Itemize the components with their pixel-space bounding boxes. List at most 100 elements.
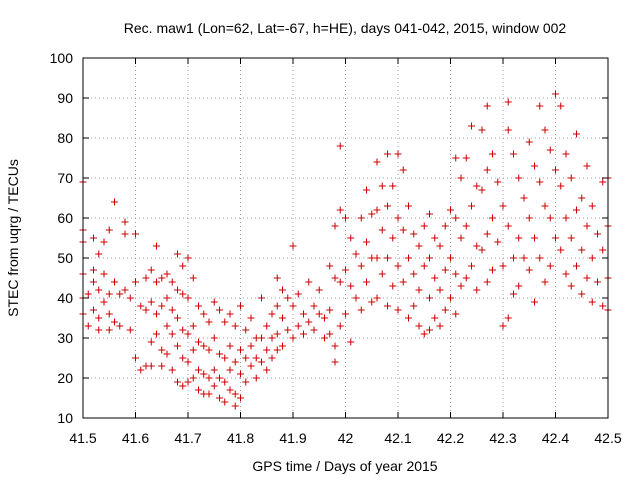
data-point xyxy=(599,246,607,254)
data-point xyxy=(168,306,176,314)
data-point xyxy=(273,330,281,338)
data-point xyxy=(415,242,423,250)
data-point xyxy=(289,334,297,342)
data-point xyxy=(174,286,181,294)
data-point xyxy=(263,366,271,374)
data-point xyxy=(394,214,402,222)
data-point xyxy=(452,310,460,318)
data-point xyxy=(342,214,349,222)
data-point xyxy=(515,234,523,242)
data-point xyxy=(179,382,187,390)
x-tick-label: 42.3 xyxy=(489,430,516,446)
data-point xyxy=(200,342,208,350)
data-point xyxy=(184,330,192,338)
data-point xyxy=(237,302,244,310)
data-point xyxy=(431,274,439,282)
data-point xyxy=(263,346,271,354)
data-point xyxy=(205,374,213,382)
data-point xyxy=(583,162,591,170)
y-tick-label: 40 xyxy=(57,290,73,306)
data-point xyxy=(447,294,454,302)
data-point xyxy=(268,354,276,362)
data-point xyxy=(300,330,307,338)
data-point xyxy=(252,354,260,362)
data-point xyxy=(279,342,286,350)
data-point xyxy=(326,306,334,314)
data-point xyxy=(499,322,507,330)
data-point xyxy=(573,130,580,138)
data-point xyxy=(168,330,176,338)
data-point xyxy=(284,294,292,302)
y-tick-label: 20 xyxy=(57,370,73,386)
data-point xyxy=(231,358,239,366)
data-point xyxy=(184,294,192,302)
data-point xyxy=(473,242,481,250)
data-point xyxy=(373,254,381,262)
data-point xyxy=(415,286,423,294)
data-point xyxy=(205,318,213,326)
data-point xyxy=(536,254,544,262)
y-axis-label: STEC from uqrg / TECUs xyxy=(5,159,21,317)
data-point xyxy=(163,322,171,330)
data-point xyxy=(494,238,502,246)
data-point xyxy=(111,198,118,206)
data-point xyxy=(363,238,370,246)
x-axis-label: GPS time / Days of year 2015 xyxy=(252,458,437,474)
data-point xyxy=(405,202,412,210)
x-tick-label: 41.7 xyxy=(174,430,201,446)
data-point xyxy=(588,202,596,210)
data-point xyxy=(599,178,607,186)
data-point xyxy=(147,298,155,306)
data-point xyxy=(231,322,239,330)
data-point xyxy=(546,214,554,222)
x-tick-label: 42.2 xyxy=(437,430,464,446)
data-point xyxy=(510,290,517,298)
x-tick-label: 42 xyxy=(338,430,354,446)
data-point xyxy=(179,326,187,334)
data-point xyxy=(247,342,255,350)
y-tick-label: 80 xyxy=(57,130,73,146)
data-point xyxy=(305,278,313,286)
data-point xyxy=(137,302,145,310)
data-point xyxy=(231,402,239,410)
data-point xyxy=(105,290,113,298)
data-point xyxy=(567,282,575,290)
data-point xyxy=(189,274,197,282)
data-point xyxy=(116,290,124,298)
data-point xyxy=(499,262,507,270)
data-point xyxy=(242,326,250,334)
data-point xyxy=(578,194,586,202)
data-point xyxy=(363,278,370,286)
data-point xyxy=(294,290,302,298)
data-point xyxy=(305,318,313,326)
data-point xyxy=(121,218,129,226)
data-point xyxy=(431,234,439,242)
data-point xyxy=(116,322,124,330)
data-point xyxy=(184,378,192,386)
data-point xyxy=(373,294,381,302)
data-point xyxy=(462,274,470,282)
data-point xyxy=(389,182,397,190)
data-point xyxy=(147,362,155,370)
y-tick-label: 70 xyxy=(57,170,73,186)
data-point xyxy=(258,294,265,302)
data-point xyxy=(289,242,297,250)
data-point xyxy=(237,394,244,402)
data-point xyxy=(599,302,607,310)
data-point xyxy=(184,254,192,262)
data-point xyxy=(468,262,475,270)
data-point xyxy=(357,306,365,314)
data-point xyxy=(174,342,181,350)
data-point xyxy=(378,226,386,234)
data-point xyxy=(100,270,108,278)
data-point xyxy=(489,266,496,274)
data-points xyxy=(79,90,612,410)
data-point xyxy=(441,266,449,274)
data-point xyxy=(594,278,601,286)
data-point xyxy=(420,330,428,338)
data-point xyxy=(541,126,549,134)
data-point xyxy=(242,378,250,386)
data-point xyxy=(478,186,486,194)
data-point xyxy=(399,278,407,286)
